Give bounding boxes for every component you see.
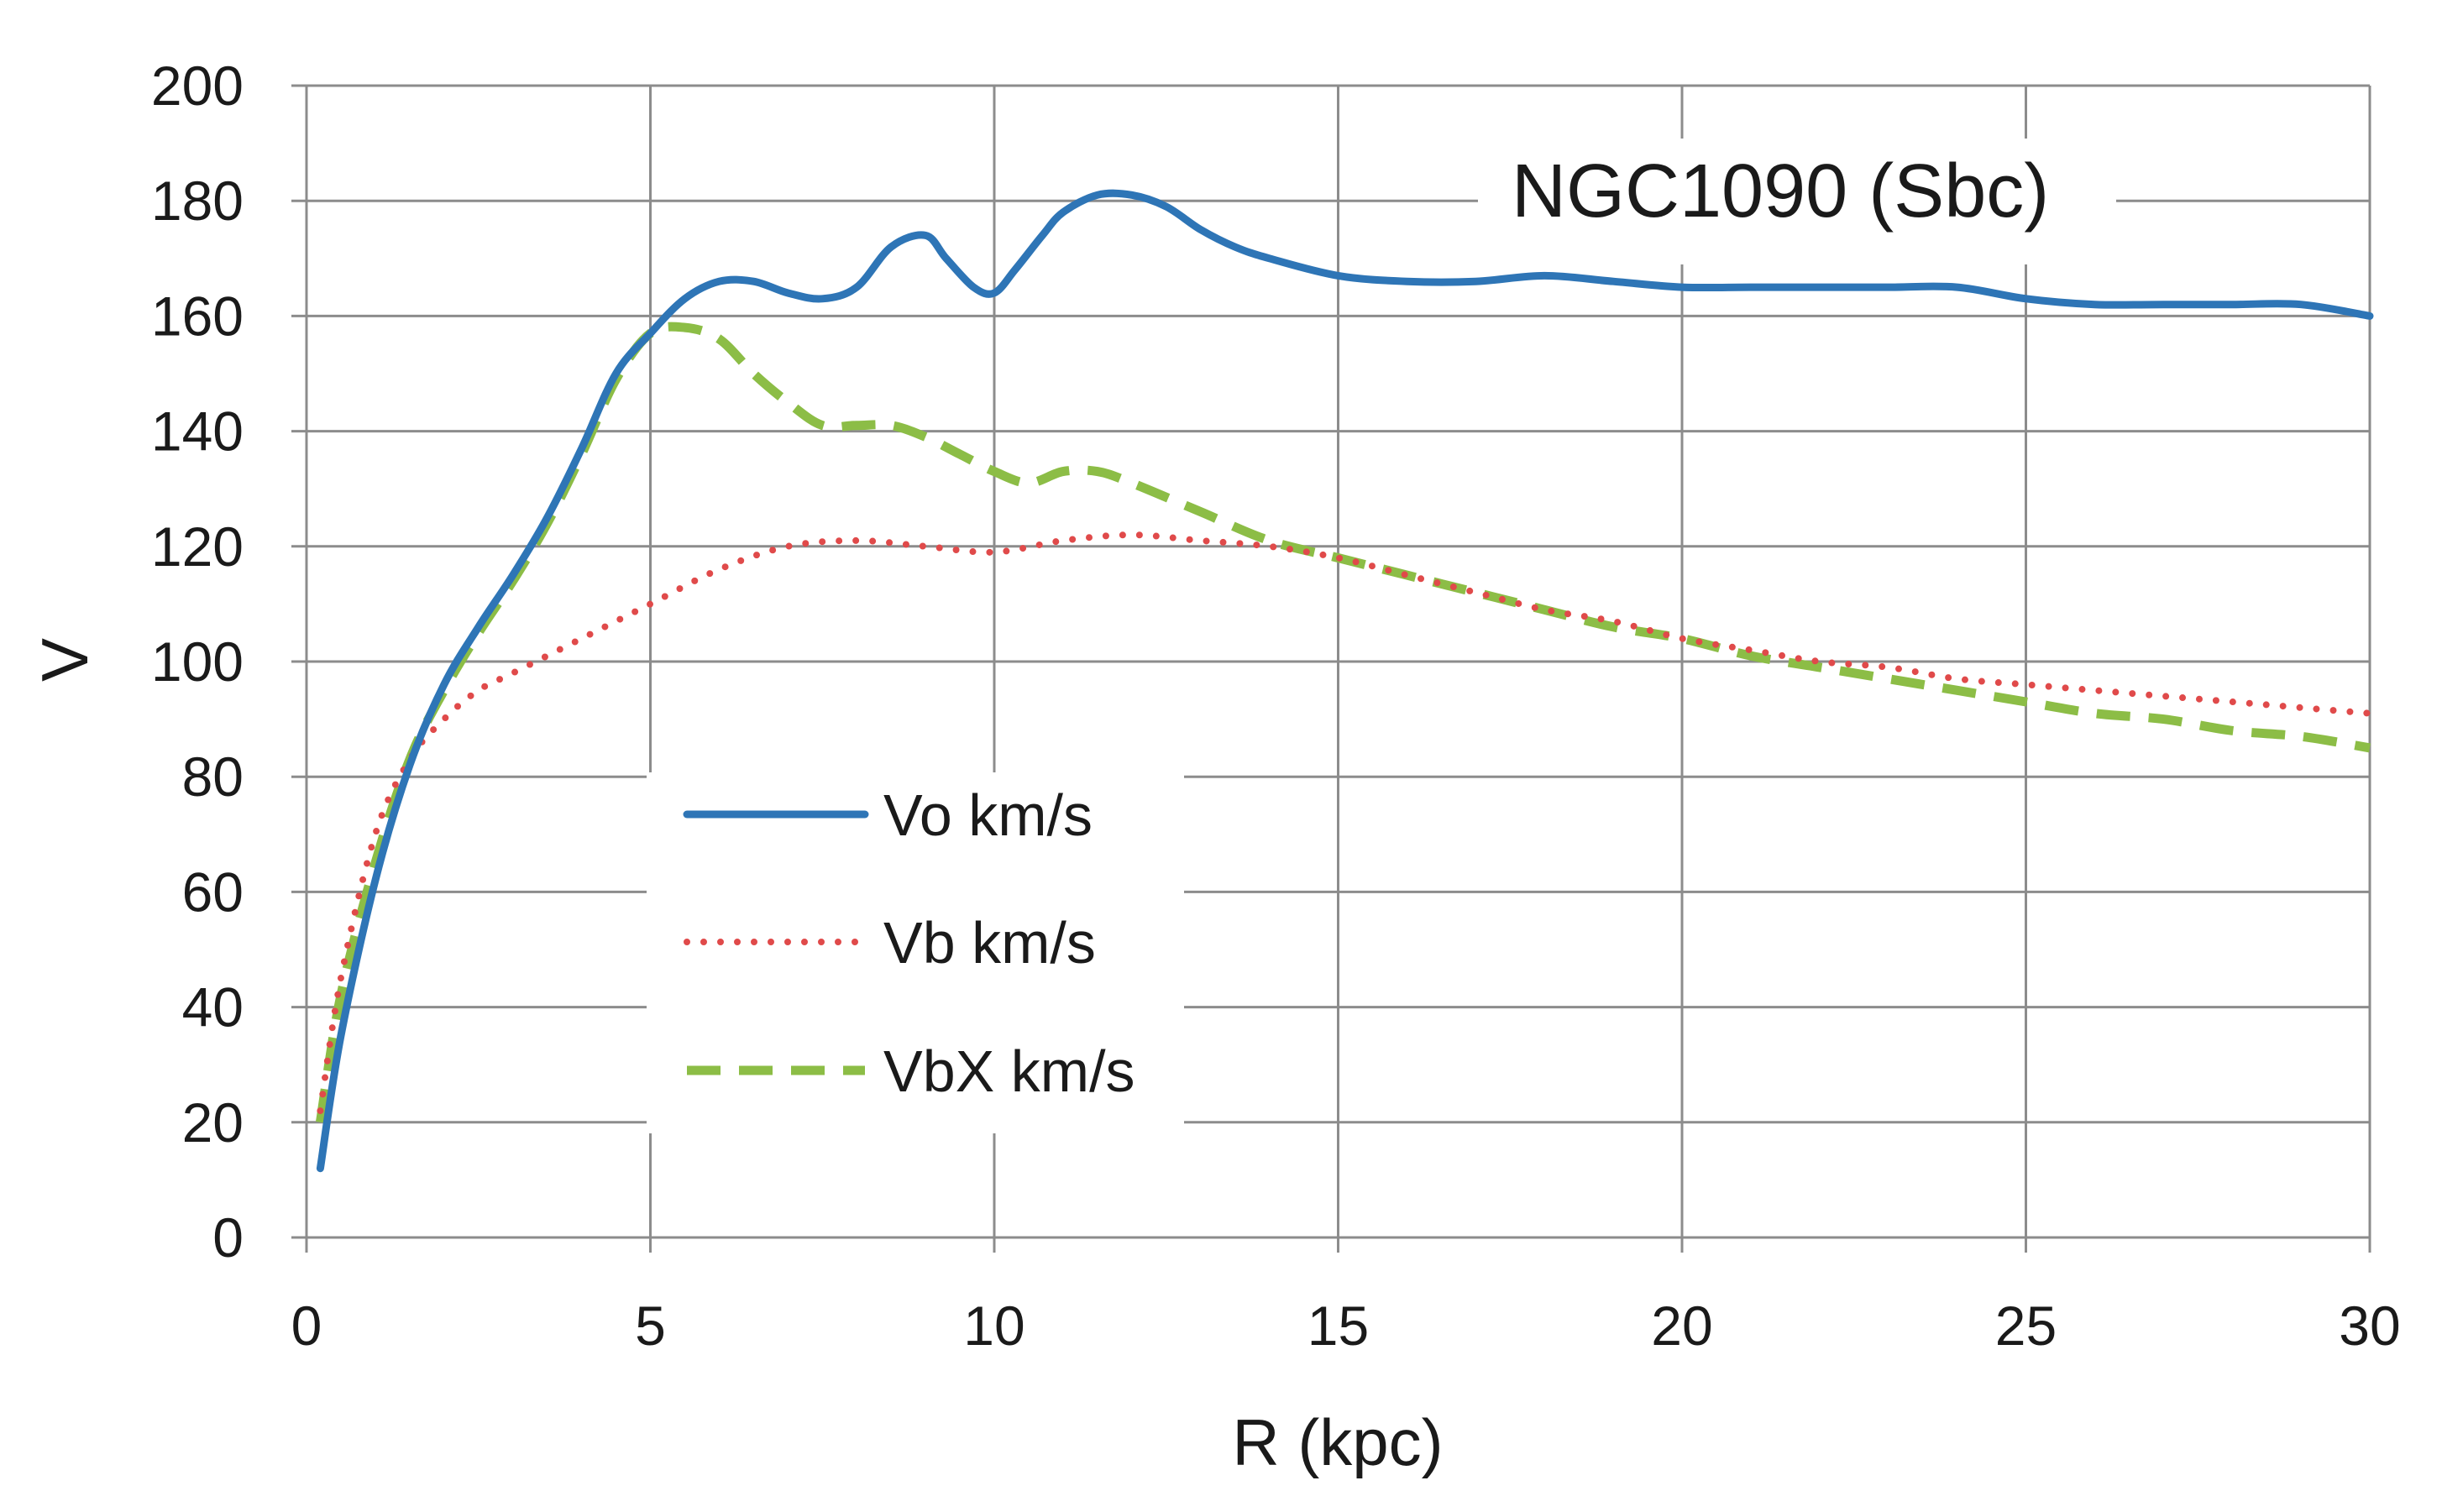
- y-tick-label: 40: [182, 976, 244, 1039]
- x-tick-labels: 0 5 10 15 20 25 30: [291, 1295, 2401, 1357]
- x-tick-label: 5: [635, 1295, 666, 1357]
- y-tick-label: 60: [182, 861, 244, 923]
- x-tick-label: 0: [291, 1295, 322, 1357]
- series-layer: [315, 189, 2374, 1173]
- y-tick-label: 120: [151, 515, 244, 578]
- y-tick-label: 0: [212, 1206, 244, 1269]
- y-tick-label: 200: [151, 55, 244, 117]
- title-background: [1478, 139, 2116, 264]
- x-axis-label: R (kpc): [1232, 1405, 1443, 1479]
- x-tick-label: 15: [1307, 1295, 1369, 1357]
- legend-label-vo: Vo km/s: [883, 782, 1093, 848]
- y-tick-label: 80: [182, 746, 244, 808]
- x-tick-label: 10: [963, 1295, 1024, 1357]
- series-vo-line: [316, 189, 2374, 1173]
- y-tick-label: 160: [151, 285, 244, 347]
- x-tick-label: 20: [1651, 1295, 1712, 1357]
- y-tick-labels: 0 20 40 60 80 100 120 140 160 180 200: [151, 55, 244, 1269]
- legend: Vo km/s Vb km/s VbX km/s: [647, 772, 1184, 1133]
- legend-label-vb: Vb km/s: [883, 910, 1096, 976]
- legend-background: [647, 772, 1184, 1133]
- y-tick-label: 180: [151, 170, 244, 232]
- x-tick-label: 30: [2339, 1295, 2400, 1357]
- series-vb-line: [317, 531, 2373, 1115]
- y-tick-label: 20: [182, 1091, 244, 1154]
- chart-title: NGC1090 (Sbc): [1512, 149, 2049, 233]
- y-tick-label: 100: [151, 630, 244, 693]
- legend-label-vbx: VbX km/s: [883, 1039, 1135, 1104]
- x-tick-label: 25: [1995, 1295, 2057, 1357]
- y-tick-label: 140: [151, 400, 244, 463]
- y-axis-label: V: [28, 638, 102, 682]
